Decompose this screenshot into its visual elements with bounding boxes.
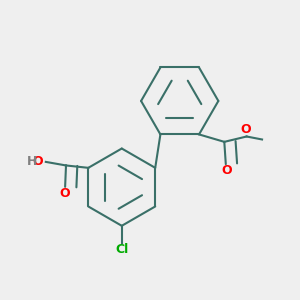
Text: O: O <box>221 164 232 177</box>
Text: O: O <box>59 187 70 200</box>
Text: H: H <box>27 155 38 168</box>
Text: O: O <box>33 155 44 168</box>
Text: Cl: Cl <box>115 243 128 256</box>
Text: O: O <box>241 124 251 136</box>
